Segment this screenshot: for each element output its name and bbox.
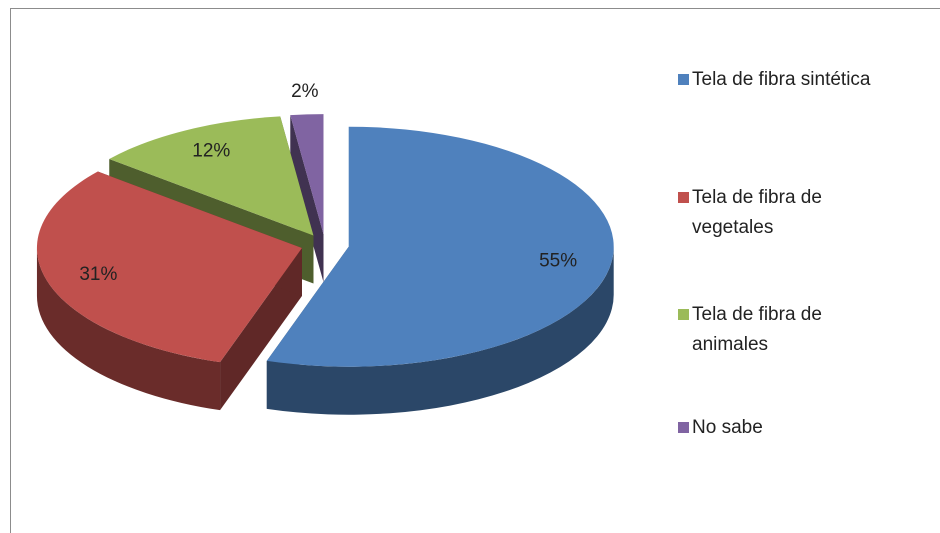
data-label: 55%	[539, 251, 577, 272]
legend-item: No sabe	[678, 413, 872, 443]
slice	[36, 171, 302, 363]
slice	[266, 126, 614, 367]
legend-swatch	[678, 309, 689, 320]
legend-swatch	[678, 74, 689, 85]
legend-label: No sabe	[692, 417, 763, 438]
chart-frame	[10, 8, 940, 533]
legend-item: Tela de fibra de animales	[678, 300, 872, 360]
slice-side	[36, 248, 221, 411]
legend-label: Tela de fibra sintética	[692, 69, 871, 90]
legend-label: Tela de fibra de vegetales	[692, 187, 822, 238]
slice-side	[266, 246, 614, 415]
slice-wall	[290, 115, 324, 283]
legend-item: Tela de fibra sintética	[678, 65, 940, 95]
legend-swatch	[678, 192, 689, 203]
legend-swatch	[678, 422, 689, 433]
data-label: 31%	[79, 264, 117, 285]
legend-label: Tela de fibra de animales	[692, 304, 822, 355]
slice-wall	[220, 248, 302, 411]
slice	[109, 116, 314, 236]
data-label: 2%	[291, 81, 319, 102]
legend-item: Tela de fibra de vegetales	[678, 183, 872, 243]
slice	[290, 114, 324, 235]
data-label: 12%	[192, 140, 230, 161]
